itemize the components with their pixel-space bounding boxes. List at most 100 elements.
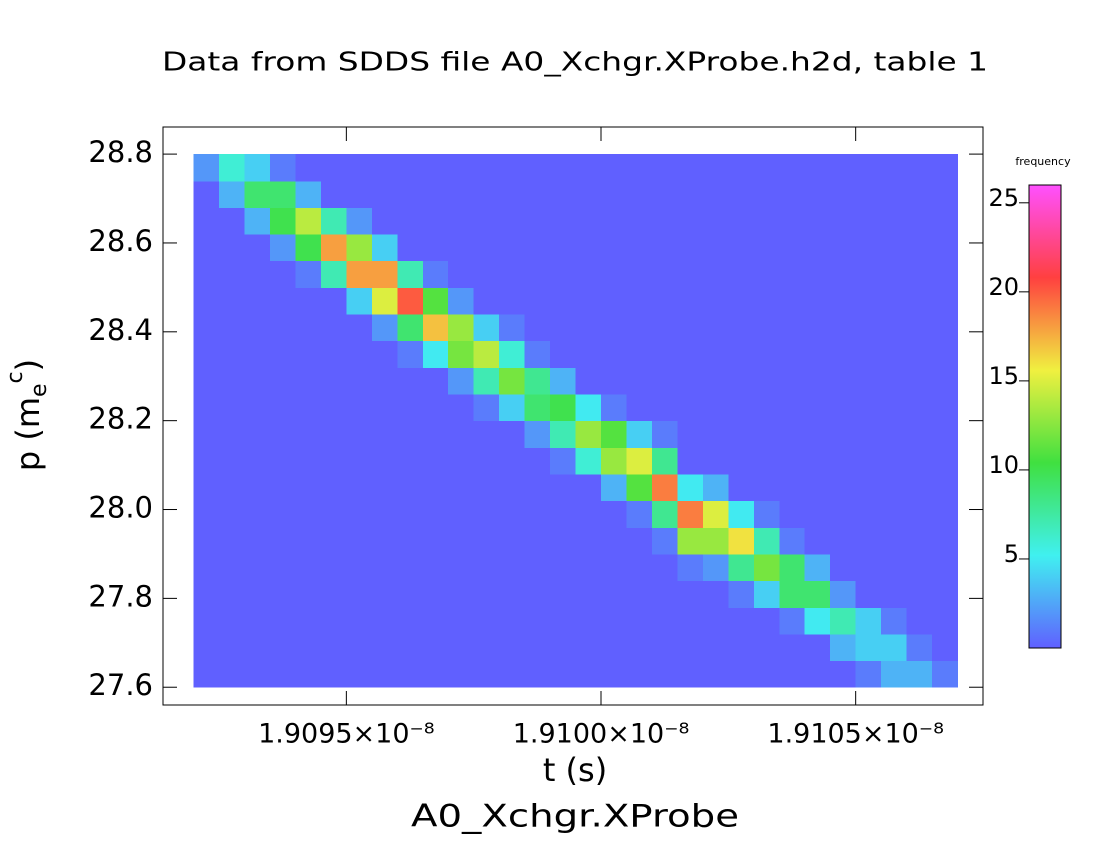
heatmap-cell bbox=[219, 394, 245, 422]
heatmap-cell bbox=[269, 553, 296, 582]
heatmap-cell bbox=[601, 340, 627, 368]
heatmap-cell bbox=[804, 394, 831, 422]
heatmap-cell bbox=[575, 420, 602, 448]
heatmap-cell bbox=[422, 633, 449, 662]
heatmap-cell bbox=[753, 473, 780, 502]
heatmap-cell bbox=[244, 527, 271, 555]
heatmap-cell bbox=[932, 553, 959, 582]
heatmap-cell bbox=[651, 633, 678, 662]
heatmap-cell bbox=[932, 234, 959, 262]
heatmap-cell bbox=[244, 367, 271, 395]
heatmap-cell bbox=[397, 234, 424, 262]
heatmap-cell bbox=[830, 367, 857, 395]
heatmap-cell bbox=[601, 154, 627, 182]
heatmap-cell bbox=[346, 394, 373, 422]
heatmap-cell bbox=[219, 633, 245, 662]
heatmap-cell bbox=[651, 500, 678, 528]
heatmap-cell bbox=[524, 553, 551, 582]
heatmap-cell bbox=[906, 527, 933, 555]
x-tick-label: 1.9105×10⁻⁸ bbox=[767, 719, 944, 750]
heatmap-cell bbox=[702, 420, 729, 448]
heatmap-cell bbox=[448, 234, 475, 262]
heatmap-cell bbox=[677, 234, 704, 262]
heatmap-cell bbox=[473, 260, 500, 288]
heatmap-cell bbox=[244, 394, 271, 422]
heatmap-cell bbox=[320, 260, 347, 288]
heatmap-cell bbox=[906, 180, 933, 208]
heatmap-cell bbox=[422, 207, 449, 235]
heatmap-cell bbox=[651, 314, 678, 342]
heatmap-cell bbox=[397, 607, 424, 635]
heatmap-cell bbox=[371, 527, 398, 555]
heatmap-cell bbox=[651, 553, 678, 582]
heatmap-cell bbox=[830, 553, 857, 582]
heatmap-cell bbox=[753, 340, 780, 368]
heatmap-cell bbox=[881, 207, 908, 235]
heatmap-cell bbox=[193, 367, 220, 395]
heatmap-cell bbox=[320, 180, 347, 208]
heatmap-cell bbox=[881, 473, 908, 502]
heatmap-cell bbox=[499, 500, 526, 528]
heatmap-cell bbox=[855, 180, 882, 208]
heatmap-cell bbox=[219, 340, 245, 368]
heatmap-cell bbox=[371, 234, 398, 262]
heatmap-cell bbox=[524, 367, 551, 395]
heatmap-cell bbox=[295, 180, 322, 208]
heatmap-cell bbox=[295, 553, 322, 582]
heatmap-cell bbox=[804, 314, 831, 342]
heatmap-cell bbox=[397, 394, 424, 422]
heatmap-cell bbox=[269, 633, 296, 662]
heatmap-cell bbox=[932, 367, 959, 395]
heatmap-cell bbox=[346, 633, 373, 662]
heatmap-cell bbox=[830, 660, 857, 688]
heatmap-cell bbox=[422, 340, 449, 368]
heatmap-cell bbox=[830, 500, 857, 528]
heatmap-cell bbox=[524, 607, 551, 635]
heatmap-cell bbox=[193, 500, 220, 528]
heatmap-cell bbox=[804, 154, 831, 182]
heatmap-cell bbox=[219, 553, 245, 582]
heatmap-cell bbox=[219, 473, 245, 502]
heatmap-cell bbox=[295, 527, 322, 555]
heatmap-cell bbox=[601, 207, 627, 235]
heatmap-cell bbox=[448, 340, 475, 368]
heatmap-cell bbox=[499, 234, 526, 262]
heatmap-cell bbox=[473, 580, 500, 608]
heatmap-cell bbox=[702, 394, 729, 422]
heatmap-cell bbox=[651, 340, 678, 368]
heatmap-cell bbox=[779, 580, 806, 608]
heatmap-cell bbox=[601, 180, 627, 208]
heatmap-cell bbox=[804, 234, 831, 262]
heatmap-cell bbox=[626, 314, 653, 342]
heatmap-cell bbox=[295, 580, 322, 608]
heatmap-cell bbox=[932, 660, 959, 688]
x-tick-label: 1.9095×10⁻⁸ bbox=[258, 719, 435, 750]
heatmap-cell bbox=[702, 447, 729, 475]
heatmap-cell bbox=[575, 287, 602, 315]
heatmap-cell bbox=[753, 287, 780, 315]
heatmap-cell bbox=[906, 607, 933, 635]
heatmap-cell bbox=[702, 607, 729, 635]
heatmap-cell bbox=[371, 420, 398, 448]
heatmap-cell bbox=[677, 660, 704, 688]
heatmap-cell bbox=[448, 314, 475, 342]
heatmap-cell bbox=[804, 420, 831, 448]
heatmap-cell bbox=[804, 180, 831, 208]
heatmap-cell bbox=[244, 287, 271, 315]
heatmap-cell bbox=[881, 527, 908, 555]
heatmap-cell bbox=[702, 207, 729, 235]
heatmap-cell bbox=[473, 340, 500, 368]
heatmap-cell bbox=[881, 260, 908, 288]
heatmap-cell bbox=[626, 527, 653, 555]
heatmap-cell bbox=[397, 500, 424, 528]
heatmap-cell bbox=[473, 553, 500, 582]
heatmap-cell bbox=[626, 340, 653, 368]
y-tick-label: 28.2 bbox=[88, 402, 153, 436]
plot-frame bbox=[162, 126, 984, 706]
heatmap-cell bbox=[804, 367, 831, 395]
heatmap-cell bbox=[295, 154, 322, 182]
heatmap-cell bbox=[626, 553, 653, 582]
heatmap-cell bbox=[422, 500, 449, 528]
heatmap-cell bbox=[804, 473, 831, 502]
